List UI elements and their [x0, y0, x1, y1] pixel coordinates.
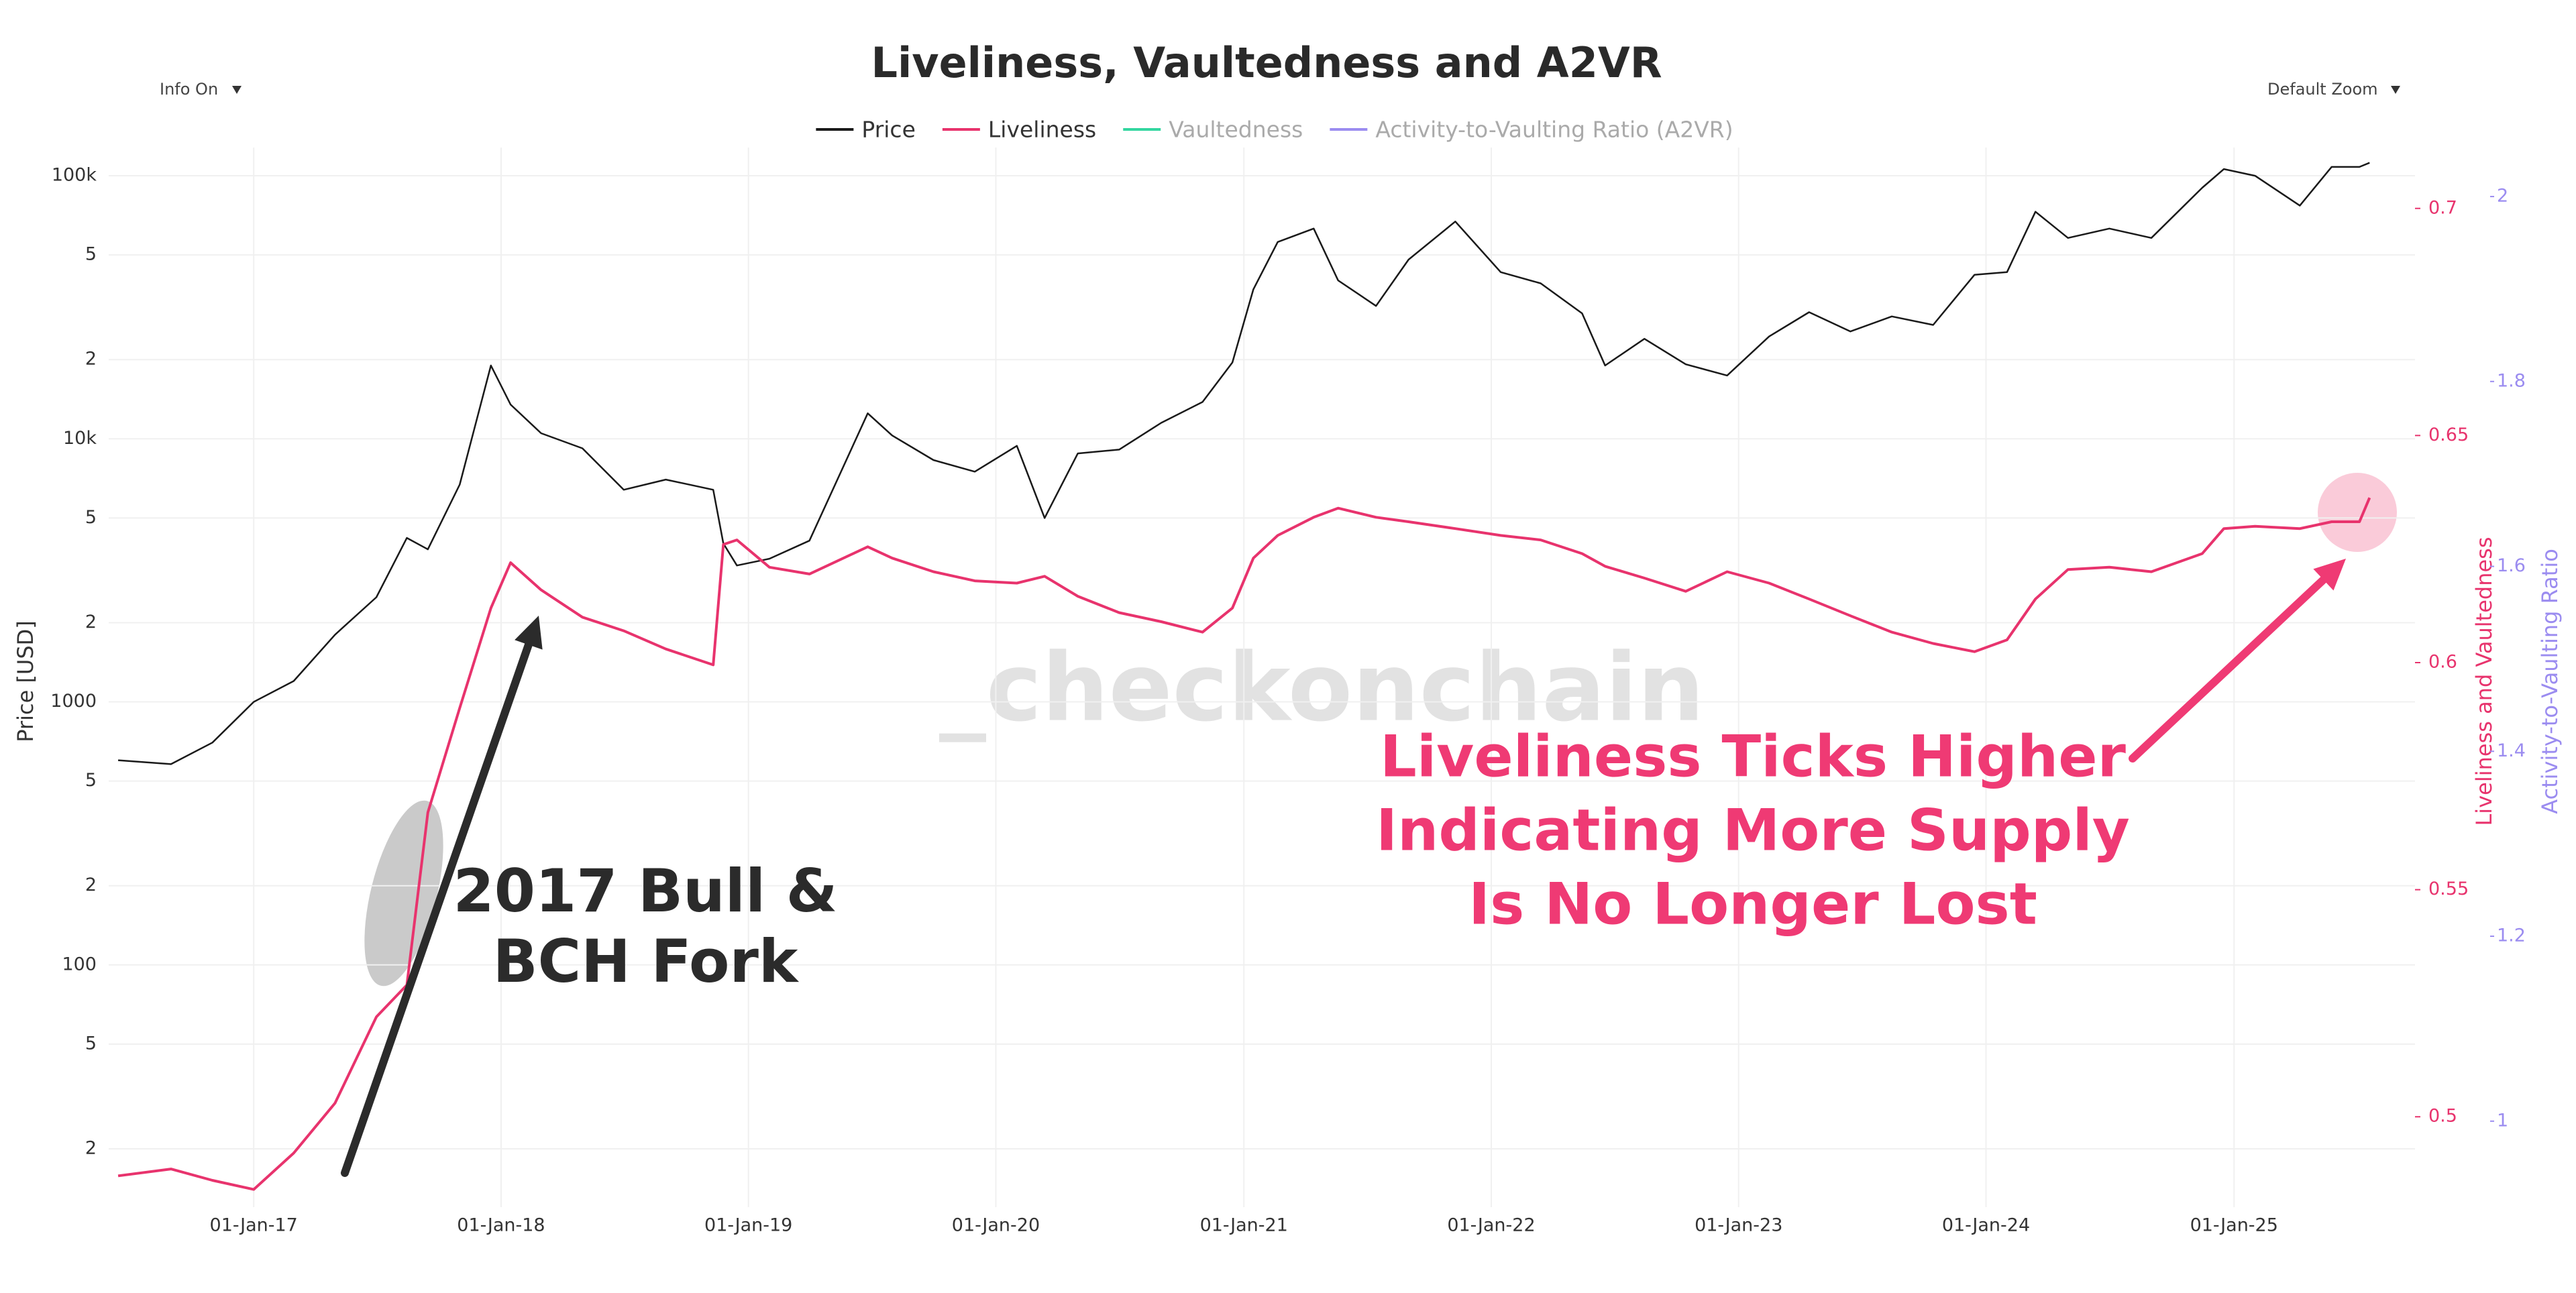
- y-tick-label: 10k: [63, 428, 97, 449]
- legend-label: Price: [861, 117, 916, 143]
- x-tick-label: 01-Jan-20: [952, 1215, 1040, 1236]
- y3-tick-label: 1.4: [2497, 740, 2526, 761]
- x-tick-label: 01-Jan-25: [2190, 1215, 2278, 1236]
- y-tick-label: 2: [85, 349, 97, 370]
- y2-tick-label: 0.55: [2428, 879, 2469, 899]
- y-tick-label: 100k: [52, 165, 97, 186]
- annotation: Indicating More Supply: [1376, 797, 2130, 864]
- y3-axis-title: Activity-to-Vaulting Ratio: [2537, 549, 2563, 814]
- y-tick-label: 1000: [50, 691, 97, 712]
- y2-tick-label: 0.7: [2428, 197, 2457, 218]
- y-tick-label: 2: [85, 612, 97, 632]
- x-tick-label: 01-Jan-19: [704, 1215, 792, 1236]
- y3-tick-label: 2: [2497, 186, 2508, 207]
- x-tick-label: 01-Jan-24: [1942, 1215, 2030, 1236]
- y-tick-label: 5: [85, 770, 97, 791]
- x-tick-label: 01-Jan-22: [1447, 1215, 1535, 1236]
- x-tick-label: 01-Jan-18: [457, 1215, 545, 1236]
- y2-tick-label: 0.65: [2428, 425, 2469, 445]
- legend-item: Vaultedness: [1123, 117, 1303, 143]
- y-axis-title: Price [USD]: [13, 620, 38, 742]
- annotation: Is No Longer Lost: [1468, 870, 2037, 938]
- zoom-button[interactable]: Default Zoom: [2267, 80, 2400, 99]
- dropdown-arrow[interactable]: [2391, 86, 2400, 94]
- y-tick-label: 2: [85, 875, 97, 895]
- y2-axis-title: Liveliness and Vaultedness: [2471, 537, 2497, 826]
- y-tick-label: 5: [85, 1033, 97, 1054]
- watermark: _checkonchain: [939, 634, 1705, 743]
- y-tick-label: 5: [85, 507, 97, 528]
- legend-label: Vaultedness: [1169, 117, 1303, 143]
- legend-label: Activity-to-Vaulting Ratio (A2VR): [1375, 117, 1733, 143]
- arrow-head: [2313, 559, 2346, 591]
- dropdown-arrow[interactable]: [232, 86, 241, 94]
- legend-label: Liveliness: [988, 117, 1096, 143]
- series-line: [118, 162, 2370, 765]
- info-button[interactable]: Info On: [160, 80, 241, 99]
- y3-tick-label: 1.8: [2497, 370, 2526, 391]
- button-label[interactable]: Default Zoom: [2267, 80, 2378, 99]
- x-tick-label: 01-Jan-23: [1695, 1215, 1782, 1236]
- annotation-arrow: [341, 640, 533, 1177]
- annotation-arrow: [2129, 575, 2328, 763]
- highlight-circle: [2318, 473, 2397, 552]
- chart-title: Liveliness, Vaultedness and A2VR: [871, 38, 1662, 87]
- legend: Price Liveliness Vaultedness Activity-to-Va…: [816, 117, 1733, 143]
- y-tick-label: 100: [62, 954, 97, 974]
- y-tick-label: 2: [85, 1137, 97, 1158]
- y2-tick-label: 0.5: [2428, 1106, 2457, 1127]
- y3-tick-label: 1.6: [2497, 555, 2526, 576]
- y2-tick-label: 0.6: [2428, 651, 2457, 672]
- annotation: BCH Fork: [493, 927, 800, 996]
- y3-tick-label: 1.2: [2497, 925, 2526, 946]
- annotation: Liveliness Ticks Higher: [1380, 723, 2126, 790]
- arrow-head: [515, 616, 543, 650]
- legend-item: Activity-to-Vaulting Ratio (A2VR): [1330, 117, 1733, 143]
- legend-item: Liveliness: [942, 117, 1096, 143]
- x-tick-label: 01-Jan-17: [210, 1215, 298, 1236]
- x-tick-label: 01-Jan-21: [1200, 1215, 1288, 1236]
- annotation: 2017 Bull &: [453, 856, 838, 925]
- y-tick-label: 5: [85, 244, 97, 265]
- y3-tick-label: 1: [2497, 1110, 2508, 1131]
- series-line: [117, 497, 2371, 1191]
- button-label[interactable]: Info On: [160, 80, 218, 99]
- legend-item: Price: [816, 117, 916, 143]
